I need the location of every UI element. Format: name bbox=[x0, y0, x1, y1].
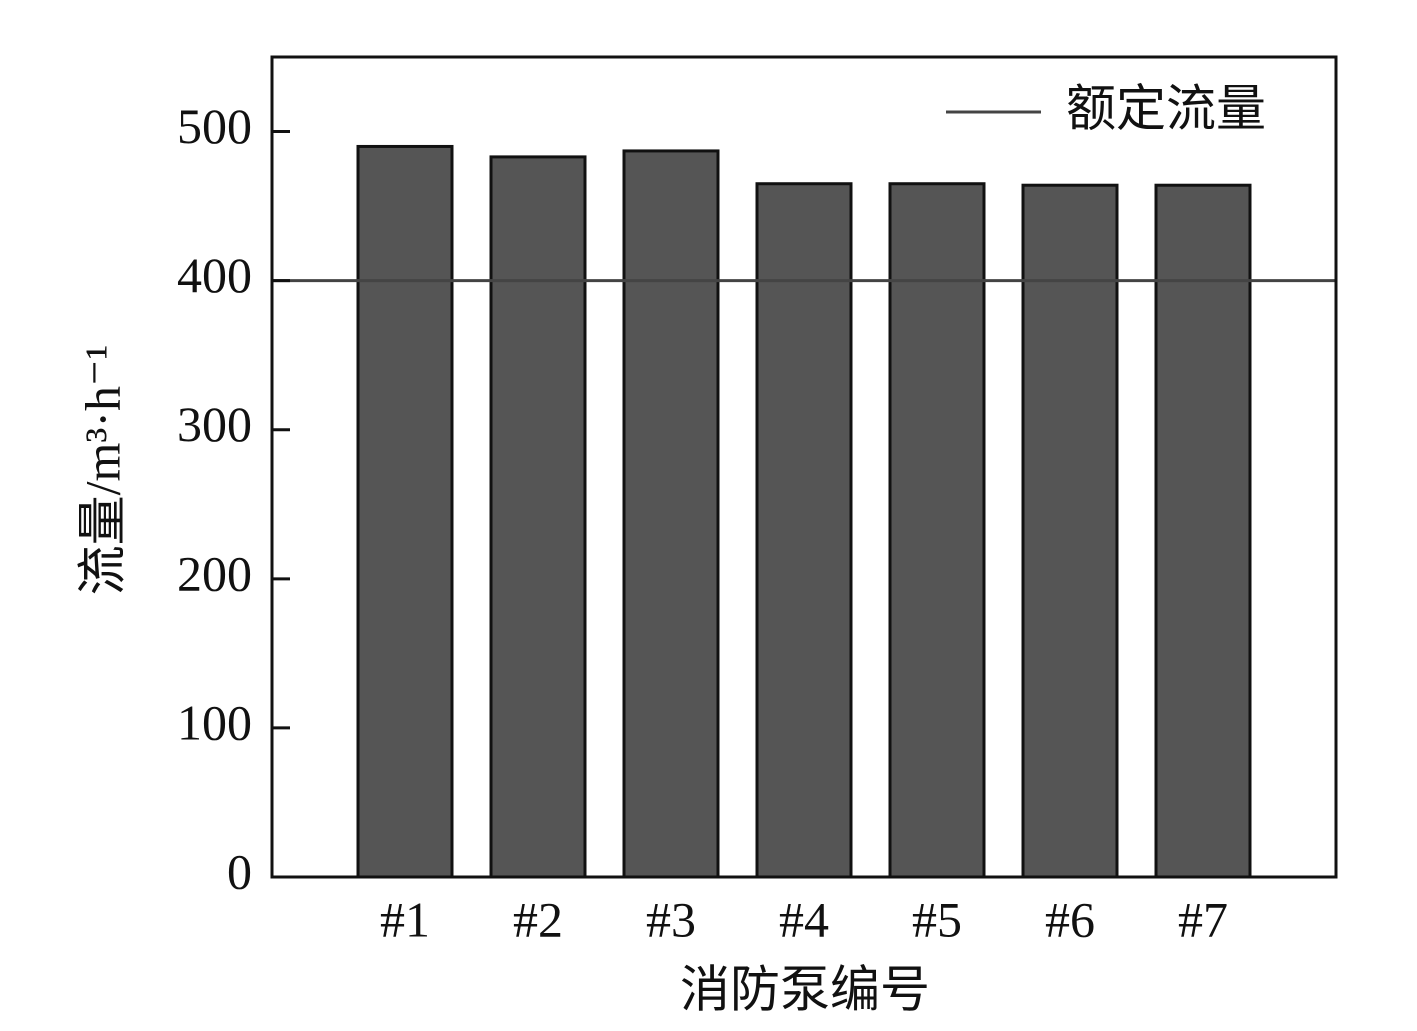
x-axis-label: 消防泵编号 bbox=[680, 961, 930, 1017]
x-tick-label: #6 bbox=[1045, 891, 1095, 947]
y-tick-label: 400 bbox=[177, 247, 252, 303]
y-tick-label: 500 bbox=[177, 98, 252, 154]
bar bbox=[622, 149, 720, 879]
bar bbox=[1154, 183, 1252, 879]
x-tick-label: #2 bbox=[513, 891, 563, 947]
y-axis-label: 流量/m³·h⁻¹ bbox=[74, 345, 130, 596]
bar bbox=[888, 182, 986, 879]
legend-label: 额定流量 bbox=[1066, 80, 1266, 136]
x-tick-label: #4 bbox=[779, 891, 829, 947]
y-tick-label: 200 bbox=[177, 545, 252, 601]
y-tick-label: 0 bbox=[227, 843, 252, 899]
bar bbox=[755, 182, 853, 879]
x-tick-label: #5 bbox=[912, 891, 962, 947]
y-tick-label: 300 bbox=[177, 396, 252, 452]
plot-frame bbox=[270, 55, 1338, 879]
x-tick-label: #7 bbox=[1178, 891, 1228, 947]
y-tick-label: 100 bbox=[177, 694, 252, 750]
bar bbox=[489, 155, 587, 879]
bar bbox=[1021, 183, 1119, 879]
x-tick-label: #3 bbox=[646, 891, 696, 947]
x-tick-label: #1 bbox=[380, 891, 430, 947]
bar bbox=[356, 144, 454, 879]
